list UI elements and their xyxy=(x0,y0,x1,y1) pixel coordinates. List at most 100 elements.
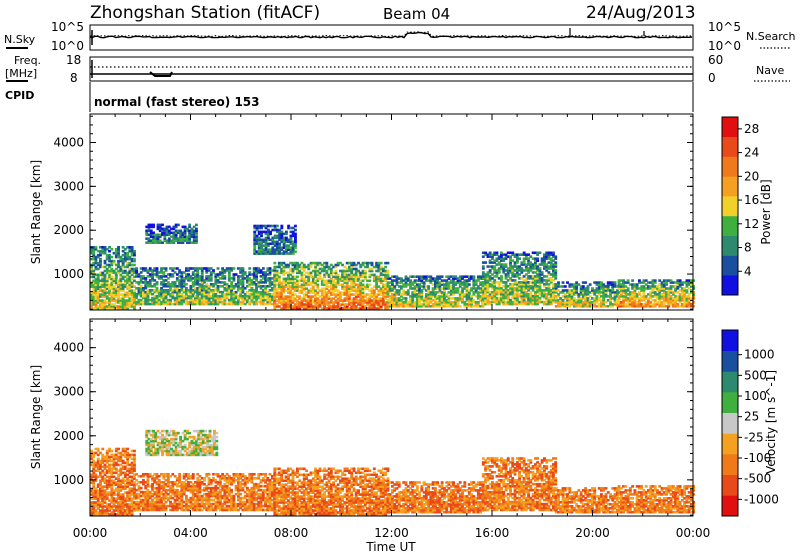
heatmap-cell xyxy=(575,303,579,306)
heatmap-cell xyxy=(422,277,426,280)
heatmap-cell xyxy=(170,239,173,242)
heatmap-cell xyxy=(90,269,93,273)
heatmap-cell xyxy=(119,485,123,488)
heatmap-cell xyxy=(529,269,533,272)
heatmap-cell xyxy=(117,487,120,490)
heatmap-cell xyxy=(504,269,508,272)
heatmap-cell xyxy=(92,463,96,467)
heatmap-cell xyxy=(626,293,630,296)
heatmap-cell xyxy=(415,289,419,292)
heatmap-cell xyxy=(291,307,295,310)
heatmap-cell xyxy=(146,300,150,304)
heatmap-cell xyxy=(619,305,623,308)
heatmap-cell xyxy=(139,290,143,294)
heatmap-cell xyxy=(121,509,125,512)
heatmap-cell xyxy=(253,250,257,253)
heatmap-cell xyxy=(203,289,206,292)
heatmap-cell xyxy=(635,287,639,290)
heatmap-cell xyxy=(90,457,93,461)
heatmap-cell xyxy=(287,285,290,288)
heatmap-cell xyxy=(538,290,542,294)
heatmap-cell xyxy=(94,297,98,300)
heatmap-cell xyxy=(424,297,428,300)
heatmap-cell xyxy=(112,279,116,283)
heatmap-cell xyxy=(230,298,234,302)
heatmap-cell xyxy=(418,305,421,308)
heatmap-cell xyxy=(174,233,178,237)
heatmap-cell xyxy=(203,292,206,296)
heatmap-cell xyxy=(234,283,238,286)
heatmap-cell xyxy=(155,290,159,294)
heatmap-cell xyxy=(112,251,116,255)
heatmap-cell xyxy=(123,295,127,298)
heatmap-cell xyxy=(300,289,304,292)
heatmap-cell xyxy=(456,301,460,304)
heatmap-cell xyxy=(92,453,96,457)
heatmap-cell xyxy=(584,305,588,308)
heatmap-cell xyxy=(458,297,462,300)
heatmap-cell xyxy=(183,225,187,229)
heatmap-cell xyxy=(273,240,277,244)
heatmap-cell xyxy=(644,295,648,298)
heatmap-cell xyxy=(298,291,302,294)
heatmap-cell xyxy=(153,267,157,270)
heatmap-cell xyxy=(617,287,621,290)
heatmap-cell xyxy=(518,277,521,280)
heatmap-cell xyxy=(172,231,176,235)
heatmap-cell xyxy=(692,291,696,294)
heatmap-cell xyxy=(261,298,265,302)
heatmap-cell xyxy=(176,239,180,242)
heatmap-cell xyxy=(320,291,324,294)
heatmap-cell xyxy=(128,503,132,506)
heatmap-cell xyxy=(379,277,383,281)
heatmap-cell xyxy=(669,301,673,304)
heatmap-cell xyxy=(424,301,428,304)
heatmap-cell xyxy=(500,300,503,304)
heatmap-cell xyxy=(354,299,358,302)
heatmap-cell xyxy=(188,223,192,227)
heatmap-cell xyxy=(500,259,503,262)
heatmap-cell xyxy=(404,275,408,278)
heatmap-cell xyxy=(343,269,347,273)
heatmap-cell xyxy=(359,281,363,285)
heatmap-cell xyxy=(185,292,188,296)
heatmap-cell xyxy=(103,479,107,482)
heatmap-cell xyxy=(121,507,125,510)
colorbar-tick-label: 28 xyxy=(744,122,759,136)
heatmap-cell xyxy=(145,231,149,235)
heatmap-cell xyxy=(352,303,356,306)
heatmap-cell xyxy=(547,261,551,264)
heatmap-cell xyxy=(502,302,506,306)
heatmap-cell xyxy=(103,495,107,498)
heatmap-cell xyxy=(148,269,152,272)
heatmap-cell xyxy=(343,307,347,310)
heatmap-cell xyxy=(119,287,123,290)
heatmap-cell xyxy=(472,279,476,282)
heatmap-cell xyxy=(105,281,109,285)
heatmap-cell xyxy=(547,257,551,260)
heatmap-cell xyxy=(536,302,540,306)
heatmap-cell xyxy=(90,293,93,296)
heatmap-cell xyxy=(117,489,120,492)
heatmap-cell xyxy=(133,305,136,308)
heatmap-cell xyxy=(343,303,347,306)
heatmap-cell xyxy=(678,289,682,292)
heatmap-cell xyxy=(554,291,558,294)
heatmap-cell xyxy=(581,281,585,284)
heatmap-cell xyxy=(280,297,284,300)
heatmap-cell xyxy=(282,295,286,298)
heatmap-cell xyxy=(524,279,528,282)
heatmap-cell xyxy=(536,287,540,290)
heatmap-cell xyxy=(461,283,464,286)
heatmap-cell xyxy=(538,296,542,300)
heatmap-cell xyxy=(443,285,446,288)
heatmap-cell xyxy=(128,277,132,281)
heatmap-cell xyxy=(445,281,449,284)
heatmap-cell xyxy=(266,290,270,294)
heatmap-cell xyxy=(382,277,385,281)
heatmap-cell xyxy=(622,297,625,300)
heatmap-cell xyxy=(126,255,130,259)
heatmap-cell xyxy=(588,299,592,302)
heatmap-cell xyxy=(522,290,526,294)
heatmap-cell xyxy=(139,271,143,274)
